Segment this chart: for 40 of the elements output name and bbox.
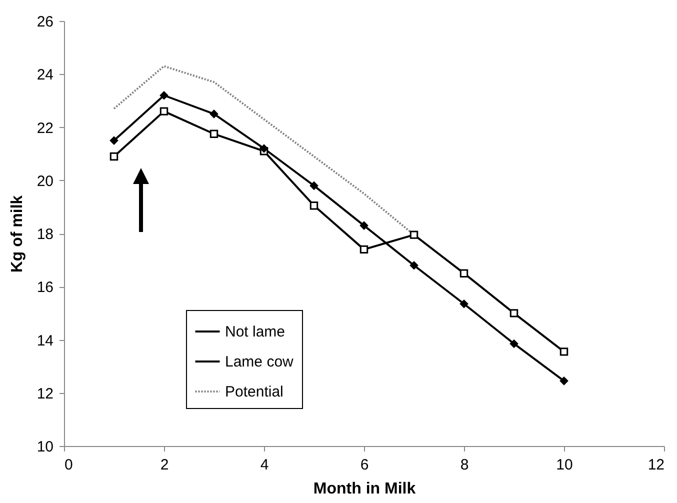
y-axis-title: Kg of milk [8, 195, 26, 273]
legend-label: Lame cow [225, 354, 294, 370]
y-tick-label: 16 [36, 279, 54, 296]
point [260, 144, 268, 153]
point [460, 300, 468, 308]
point [310, 202, 318, 210]
point [110, 152, 118, 161]
point [410, 261, 418, 270]
y-tick-label: 20 [36, 172, 54, 190]
point [510, 309, 518, 318]
x-tick-label: 8 [460, 456, 469, 474]
point [460, 269, 468, 278]
point [560, 376, 568, 386]
y-tick-label: 14 [36, 332, 54, 350]
y-tick-label: 24 [36, 66, 54, 84]
x-tick-label: 10 [556, 456, 573, 474]
x-tick-label: 4 [260, 456, 269, 474]
x-axis-title: Month in Milk [313, 480, 416, 498]
y-tick-label: 12 [36, 385, 54, 402]
point [560, 348, 568, 356]
point [360, 221, 368, 230]
y-tick-label: 26 [36, 14, 54, 30]
y-tick-label: 18 [36, 226, 54, 243]
legend-label: Potential [225, 384, 284, 400]
x-tick-label: 0 [64, 456, 73, 474]
point [360, 245, 368, 254]
point [510, 340, 518, 348]
x-tick-label: 6 [360, 456, 369, 474]
point [210, 130, 218, 138]
point [310, 182, 318, 190]
y-tick-label: 10 [36, 438, 54, 456]
x-tick-label: 12 [648, 456, 664, 474]
x-tick-label: 2 [160, 456, 169, 474]
point [160, 91, 168, 100]
point [210, 110, 218, 118]
y-tick-label: 22 [36, 120, 54, 137]
point [110, 136, 118, 145]
point [410, 230, 418, 239]
point [160, 107, 168, 116]
legend-label: Not lame [225, 324, 286, 340]
